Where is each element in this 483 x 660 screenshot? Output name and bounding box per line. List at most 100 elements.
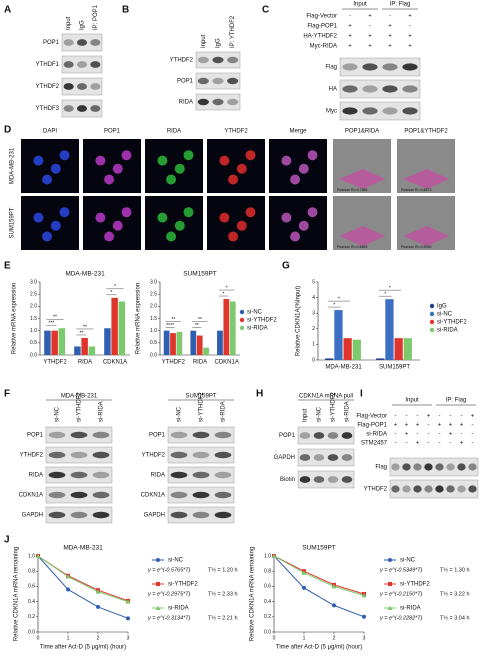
x-tick-label: 3 <box>127 635 130 641</box>
panel-label: A <box>4 5 11 16</box>
band <box>92 491 110 499</box>
band <box>413 485 422 493</box>
cell <box>50 220 61 231</box>
point <box>332 603 336 608</box>
sign: + <box>348 44 352 50</box>
bar <box>403 338 412 360</box>
row-label: YTHDF2 <box>364 487 388 493</box>
channel-label: POP1 <box>104 129 121 135</box>
blot-box <box>297 426 355 445</box>
significance: * <box>338 296 340 302</box>
x-tick-label: 1 <box>303 635 306 641</box>
band <box>192 491 210 499</box>
micrograph <box>145 139 203 193</box>
band <box>170 471 188 479</box>
cell <box>121 207 132 218</box>
legend-marker <box>155 605 161 610</box>
lane-label: IgG <box>80 20 86 30</box>
band <box>192 431 210 439</box>
group-label: Input <box>353 2 367 8</box>
sign: - <box>461 414 463 420</box>
sign: + <box>416 423 420 429</box>
cell <box>228 174 239 185</box>
legend-label: si-YTHDF2 <box>437 320 467 326</box>
line <box>273 555 365 596</box>
sign: - <box>395 441 397 447</box>
lane-label: IgG <box>216 38 222 48</box>
cell <box>33 155 44 166</box>
surface-plot <box>339 226 385 246</box>
sign: - <box>472 441 474 447</box>
band <box>192 451 210 459</box>
cell <box>236 220 247 231</box>
row-label: Flag <box>325 65 337 71</box>
legend-swatch <box>239 325 245 331</box>
band <box>212 98 224 106</box>
micrograph <box>269 139 327 193</box>
lane-label: Input <box>201 34 207 48</box>
condition-label: si-RIDA <box>366 432 387 438</box>
blot-box <box>167 506 235 524</box>
channel-label: POP1&YTHDF2 <box>404 129 448 135</box>
y-tick-label: 1.0 <box>150 328 157 334</box>
micrograph <box>269 196 327 250</box>
lane-label: si-YTHDF2 <box>77 392 83 422</box>
band <box>70 471 88 479</box>
band <box>402 107 418 115</box>
row-label: RIDA <box>179 100 193 106</box>
legend-label: si-NC <box>437 312 453 318</box>
y-tick-label: 0.0 <box>150 352 157 358</box>
sign: + <box>388 44 392 50</box>
lane-label: si-RIDA <box>221 401 227 422</box>
y-tick-label: 2.5 <box>30 291 37 297</box>
band <box>48 431 66 439</box>
sign: - <box>472 423 474 429</box>
cell <box>157 212 168 223</box>
sign: + <box>348 34 352 40</box>
blot-box <box>297 448 355 467</box>
bar <box>104 328 111 355</box>
band <box>76 39 88 46</box>
y-tick-label: 0.6 <box>28 584 35 590</box>
x-tick-label: 2 <box>333 635 336 641</box>
band <box>227 77 239 85</box>
legend-label: si-RIDA <box>247 326 268 332</box>
row-label: Biotin <box>280 477 295 483</box>
y-tick-label: 5 <box>312 279 315 285</box>
sign: + <box>368 34 372 40</box>
band <box>327 432 339 439</box>
cell <box>298 163 309 174</box>
cell <box>112 163 123 174</box>
sign: + <box>394 423 398 429</box>
x-tick-label: CDKN1A <box>214 360 238 366</box>
sign: + <box>449 423 453 429</box>
micrograph <box>21 196 79 250</box>
sign: - <box>417 432 419 438</box>
chart-title: MDA-MB-231 <box>65 271 105 278</box>
sign: - <box>439 441 441 447</box>
row-label: YTHDF2 <box>170 58 194 64</box>
cell <box>157 155 168 166</box>
significance: *** <box>48 321 54 327</box>
y-tick-label: 3.0 <box>150 279 157 285</box>
significance: * <box>389 285 391 291</box>
sign: + <box>438 423 442 429</box>
cell <box>228 231 239 242</box>
lane-label: Input <box>303 408 309 422</box>
cell <box>33 212 44 223</box>
cell <box>281 155 292 166</box>
y-tick-label: 0.0 <box>264 629 271 635</box>
band <box>90 83 101 90</box>
cell <box>245 207 256 218</box>
band <box>76 105 88 112</box>
band <box>391 485 400 493</box>
band <box>341 432 353 439</box>
significance: ** <box>171 317 175 323</box>
y-tick-label: 2 <box>312 326 315 332</box>
band <box>170 511 188 519</box>
legend-label: IgG <box>437 304 447 310</box>
row-label: POP1 <box>149 433 166 439</box>
point <box>126 616 130 621</box>
micrograph <box>83 139 141 193</box>
bar <box>385 299 394 360</box>
